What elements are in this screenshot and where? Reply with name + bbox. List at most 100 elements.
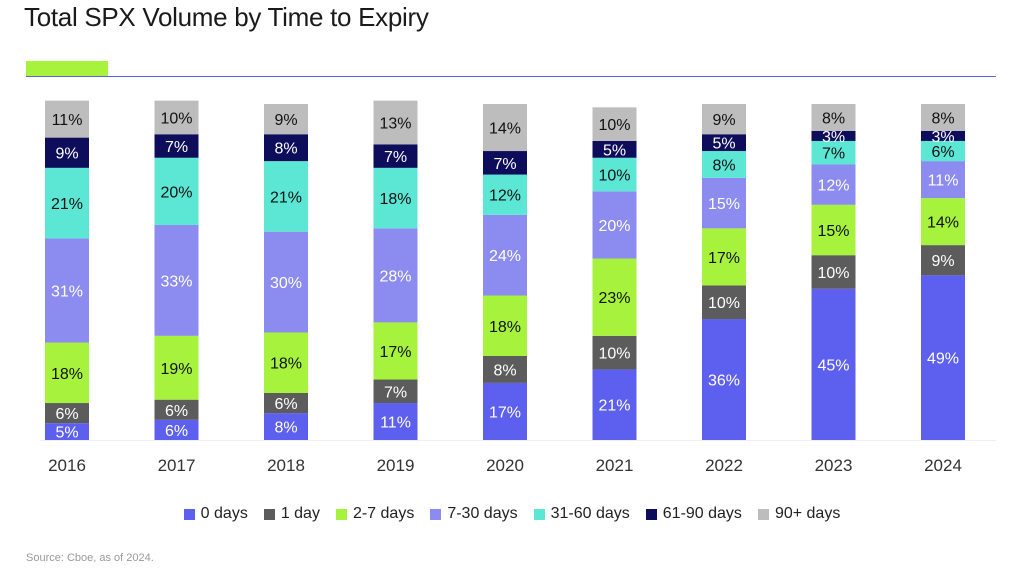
bar-segment <box>45 238 89 343</box>
bar-segment <box>811 204 856 256</box>
bar-segment <box>373 403 418 440</box>
data-label: 11% <box>52 112 83 129</box>
legend-item: 31-60 days <box>533 505 630 523</box>
bar-segment <box>592 157 637 192</box>
data-label: 6% <box>165 403 188 420</box>
data-label: 20% <box>598 218 630 235</box>
data-label: 8% <box>493 362 516 379</box>
data-label: 21% <box>598 398 630 415</box>
data-label: 12% <box>817 178 849 195</box>
legend-swatch <box>263 508 275 520</box>
bar-segment <box>811 104 856 131</box>
legend-swatch <box>757 508 769 520</box>
data-label: 8% <box>712 157 735 174</box>
data-label: 5% <box>55 425 78 442</box>
bar-segment <box>592 335 637 370</box>
bar-segment <box>702 177 746 229</box>
chart-title: Total SPX Volume by Time to Expiry <box>24 2 429 32</box>
bar-segment <box>702 134 746 152</box>
x-tick-label: 2020 <box>486 456 524 475</box>
bar-segment <box>702 285 746 320</box>
bar-segment <box>702 319 746 440</box>
legend-label: 1 day <box>280 505 320 522</box>
bar-segment <box>811 255 856 289</box>
bar-segment <box>373 228 418 323</box>
bar-segment <box>373 322 418 380</box>
source-note: Source: Cboe, as of 2024. <box>26 552 154 564</box>
data-label: 18% <box>379 191 411 208</box>
bar-segment <box>45 342 89 404</box>
data-label: 18% <box>489 319 521 336</box>
data-label: 45% <box>817 357 849 374</box>
bar-segment <box>264 413 308 440</box>
data-label: 8% <box>822 110 845 127</box>
data-label: 13% <box>379 115 411 132</box>
header-rule <box>26 76 996 77</box>
data-label: 18% <box>51 366 83 383</box>
bar-segment <box>154 224 199 336</box>
x-tick-label: 2022 <box>705 456 743 475</box>
x-tick-label: 2016 <box>48 456 86 475</box>
data-label: 15% <box>708 196 740 213</box>
bar-segment <box>921 104 965 131</box>
data-label: 5% <box>603 142 626 159</box>
data-label: 8% <box>274 141 297 158</box>
x-tick-label: 2023 <box>815 456 853 475</box>
data-label: 36% <box>708 373 740 390</box>
data-label: 7% <box>493 156 516 173</box>
legend-item: 2-7 days <box>335 505 414 523</box>
bar-segment <box>811 130 856 141</box>
bar-segment <box>264 392 308 414</box>
bar-segment <box>45 137 89 168</box>
bar-segment <box>702 151 746 178</box>
legend-swatch <box>430 508 442 520</box>
bar-segment <box>154 419 199 440</box>
bar-segment <box>373 167 418 229</box>
bar-segment <box>483 295 527 356</box>
bar-segment <box>264 161 308 232</box>
data-label: 9% <box>274 112 297 129</box>
title-accent-bar <box>26 61 108 77</box>
data-label: 5% <box>712 136 735 153</box>
bar-segment <box>483 382 527 440</box>
bar-segment <box>45 100 89 138</box>
data-label: 10% <box>708 295 740 312</box>
x-tick-label: 2024 <box>924 456 962 475</box>
bar-segment <box>264 332 308 393</box>
bar-segment <box>811 288 856 440</box>
bar-segment <box>921 130 965 141</box>
bar-segment <box>373 379 418 404</box>
bar-segment <box>154 399 199 420</box>
data-label: 8% <box>931 110 954 127</box>
x-tick-label: 2017 <box>158 456 196 475</box>
legend-swatch <box>645 508 657 520</box>
bar-segment <box>921 161 965 199</box>
legend-label: 7-30 days <box>447 505 518 522</box>
data-label: 17% <box>489 404 521 421</box>
stacked-bar-chart: 5% 6% 18% 31% 21% 9% 11% 2016 6% 6% 19% 33% 20% 7% 10%… <box>40 100 996 475</box>
data-label: 8% <box>274 420 297 437</box>
bar-segment <box>592 140 637 158</box>
data-label: 10% <box>817 265 849 282</box>
legend-label: 31-60 days <box>550 505 630 522</box>
data-label: 12% <box>489 188 521 205</box>
data-label: 6% <box>55 406 78 423</box>
data-label: 10% <box>598 117 630 134</box>
bar-segment <box>45 423 89 440</box>
data-label: 6% <box>274 396 297 413</box>
legend-label: 61-90 days <box>662 505 742 522</box>
data-label: 10% <box>598 168 630 185</box>
data-label: 6% <box>165 423 188 440</box>
data-label: 21% <box>270 189 302 206</box>
data-label: 14% <box>489 121 521 138</box>
bar-segment <box>921 245 965 276</box>
bar-segment <box>592 107 637 141</box>
bar-segment <box>264 231 308 333</box>
bar-segment <box>373 144 418 168</box>
bar-segment <box>592 191 637 259</box>
data-label: 33% <box>160 273 192 290</box>
data-label: 10% <box>160 110 192 127</box>
bar-segment <box>154 157 199 225</box>
legend-item: 61-90 days <box>645 505 742 523</box>
legend-label: 0 days <box>200 505 248 522</box>
